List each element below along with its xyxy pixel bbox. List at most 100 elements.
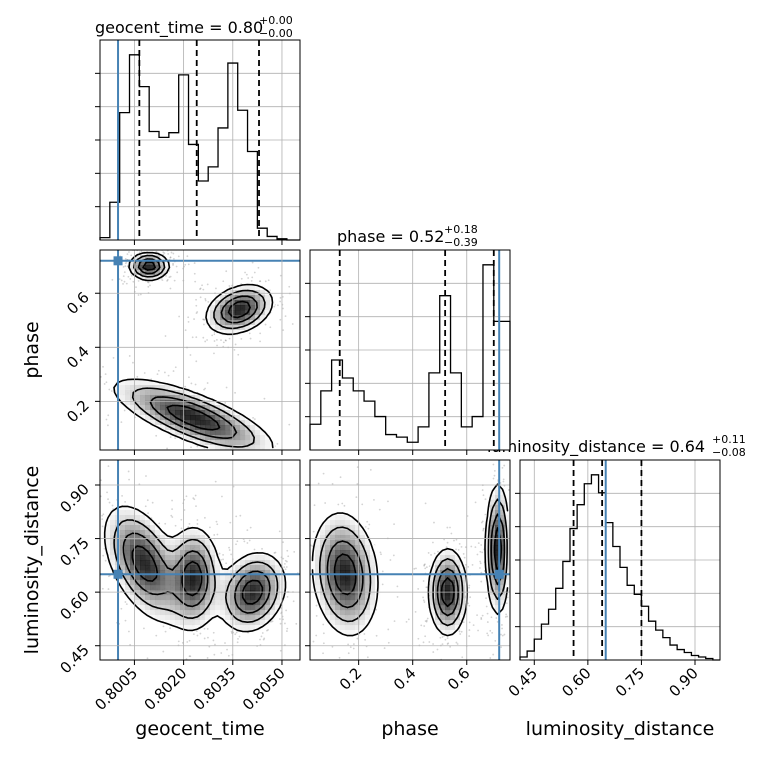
density-cell: [275, 605, 281, 611]
density-cell: [335, 605, 341, 611]
density-cell: [445, 560, 451, 566]
density-cell: [350, 605, 356, 611]
truth-marker: [494, 569, 504, 579]
density-cell: [175, 395, 181, 401]
density-cell: [185, 535, 191, 541]
sample-point: [123, 280, 126, 283]
density-cell: [355, 590, 361, 596]
sample-point: [151, 501, 154, 504]
density-cell: [250, 615, 256, 621]
sample-point: [514, 516, 516, 518]
density-cell: [240, 560, 246, 566]
density-cell: [265, 580, 271, 586]
density-cell: [430, 570, 436, 576]
density-cell: [160, 385, 166, 391]
density-cell: [180, 395, 186, 401]
sample-point: [185, 495, 188, 498]
density-cell: [250, 620, 256, 626]
density-cell: [265, 290, 271, 296]
sample-point: [162, 650, 165, 653]
density-cell: [250, 310, 256, 316]
sample-point: [447, 642, 450, 645]
density-cell: [360, 620, 366, 626]
sample-point: [147, 285, 150, 288]
sample-point: [95, 544, 97, 546]
density-cell: [225, 430, 231, 436]
sample-point: [424, 563, 426, 566]
sample-point: [107, 588, 110, 590]
density-cell: [145, 555, 151, 561]
density-cell: [490, 495, 496, 501]
density-cell: [250, 425, 256, 431]
density-cell: [455, 555, 461, 561]
sample-point: [145, 475, 147, 477]
density-cell: [455, 620, 461, 626]
density-cell: [325, 530, 331, 536]
density-cell: [330, 535, 336, 541]
density-cell: [190, 580, 196, 586]
density-cell: [195, 405, 201, 411]
density-cell: [145, 570, 151, 576]
sample-point: [169, 436, 172, 439]
density-cell: [195, 575, 201, 581]
sample-point: [482, 528, 485, 530]
density-cell: [505, 570, 510, 576]
sample-point: [462, 621, 465, 624]
density-cell: [195, 570, 201, 576]
density-cell: [145, 410, 151, 416]
density-cell: [130, 595, 136, 601]
density-cell: [160, 410, 166, 416]
density-cell: [240, 420, 246, 426]
density-cell: [365, 595, 371, 601]
sample-point: [494, 639, 497, 642]
sample-point: [307, 609, 309, 611]
density-cell: [105, 535, 111, 541]
density-cell: [255, 285, 261, 291]
x-tick-label: 0.45: [505, 664, 541, 700]
density-cell: [215, 595, 221, 601]
sample-point: [481, 551, 484, 554]
sample-point: [124, 601, 127, 603]
density-cell: [185, 555, 191, 561]
density-cell: [150, 380, 156, 386]
density-cell: [110, 385, 116, 391]
density-cell: [155, 580, 161, 586]
density-cell: [110, 565, 116, 571]
joint-panel-luminosity_distance_vs_phase: 0.2 0.4 0.6: [305, 459, 516, 694]
sample-point: [234, 633, 237, 636]
density-cell: [190, 605, 196, 611]
density-cell: [280, 590, 286, 596]
sample-point: [322, 472, 325, 475]
density-cell: [210, 300, 216, 306]
density-cell: [440, 590, 446, 596]
sample-point: [286, 595, 289, 598]
sample-point: [188, 376, 190, 379]
density-cell: [190, 540, 196, 546]
sample-point: [499, 633, 502, 636]
density-cell: [135, 595, 141, 601]
density-cell: [310, 560, 316, 566]
title-luminosity-distance: luminosity_distance = 0.64: [487, 437, 705, 457]
sample-point: [503, 464, 506, 467]
density-cell: [315, 540, 321, 546]
sample-point: [132, 361, 134, 364]
density-cell: [455, 625, 461, 631]
density-cell: [355, 570, 361, 576]
density-cell: [220, 570, 226, 576]
density-cell: [145, 400, 151, 406]
sample-point: [514, 491, 516, 493]
sample-point: [89, 384, 91, 386]
density-cell: [190, 420, 196, 426]
density-cell: [370, 590, 376, 596]
sample-point: [468, 604, 471, 607]
sample-point: [433, 664, 435, 666]
density-cell: [485, 530, 491, 536]
density-cell: [505, 525, 510, 531]
density-cell: [135, 385, 141, 391]
sample-point: [279, 318, 282, 321]
sample-point: [374, 667, 376, 669]
sample-point: [122, 275, 125, 278]
ylabel-phase: phase: [21, 321, 43, 378]
title-geocent-time-plus: +0.00: [259, 14, 293, 27]
density-cell: [120, 535, 126, 541]
